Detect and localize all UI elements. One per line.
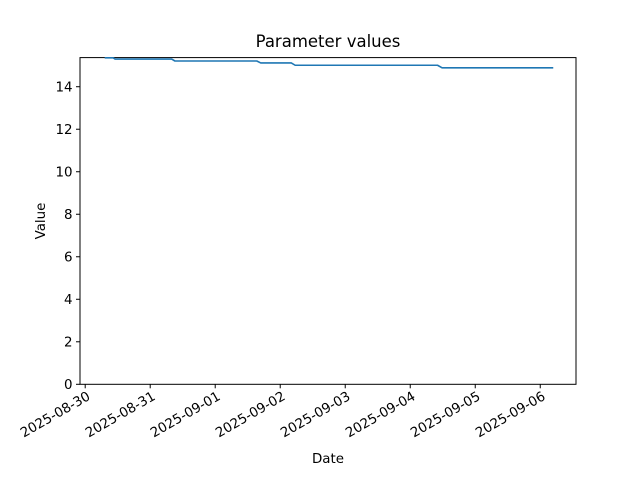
y-tick-label: 6 [64, 251, 73, 266]
y-tick-label: 0 [64, 378, 73, 393]
series-line-parameter-value [104, 57, 554, 69]
x-tick-label: 2025-08-31 [83, 389, 158, 441]
x-tick-label: 2025-09-01 [148, 389, 223, 441]
x-axis-ticks: 2025-08-302025-08-312025-09-012025-09-02… [18, 384, 548, 441]
x-tick-label: 2025-09-06 [473, 389, 548, 441]
x-tick-label: 2025-09-05 [408, 389, 483, 441]
y-tick-label: 2 [64, 336, 73, 351]
x-axis-label: Date [312, 452, 344, 467]
x-tick-label: 2025-09-04 [343, 389, 418, 441]
x-tick-label: 2025-09-03 [278, 389, 353, 441]
x-tick-label: 2025-09-02 [213, 389, 288, 441]
y-tick-label: 14 [55, 81, 72, 96]
chart-title: Parameter values [256, 32, 401, 51]
y-tick-label: 8 [64, 208, 73, 223]
y-axis-label: Value [34, 203, 49, 240]
y-tick-label: 10 [55, 166, 72, 181]
series-group [104, 57, 554, 69]
y-tick-label: 4 [64, 293, 73, 308]
x-tick-label: 2025-08-30 [18, 389, 93, 441]
y-tick-label: 12 [55, 123, 72, 138]
plot-area [79, 57, 577, 385]
y-axis-ticks: 0 2 4 6 8 10 12 14 [55, 81, 80, 393]
